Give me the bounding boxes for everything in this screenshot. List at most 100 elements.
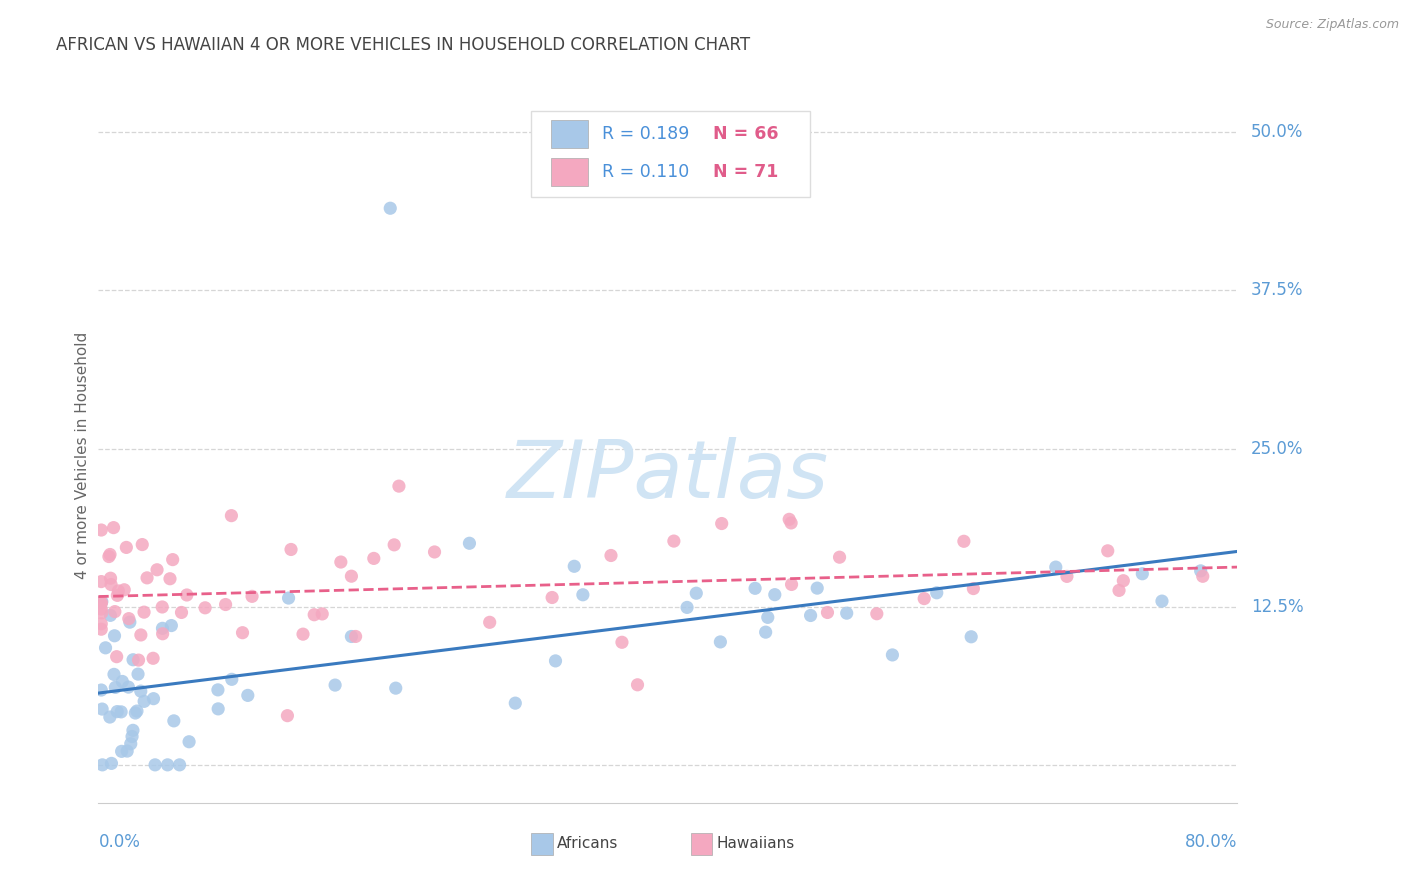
Point [103,667,125,681]
Point [380,201,402,215]
Point [340,630,363,644]
Point [90,683,112,698]
Point [1191,569,1213,583]
Point [128,653,150,667]
Point [111,674,134,689]
Point [302,607,325,622]
Point [122,723,145,738]
Y-axis label: 4 or more Vehicles in Household: 4 or more Vehicles in Household [75,331,90,579]
Point [121,730,143,744]
Point [103,629,125,643]
Point [912,591,935,606]
Point [131,538,153,552]
Text: 37.5%: 37.5% [1251,282,1303,300]
Point [127,667,149,681]
Point [1097,544,1119,558]
Point [744,582,766,596]
Point [277,591,299,605]
Point [98,710,121,724]
Point [780,577,803,591]
Point [544,654,567,668]
Point [160,618,183,632]
Point [163,714,186,728]
Point [118,612,141,626]
Point [778,512,800,526]
Point [91,757,114,772]
Point [207,682,229,697]
Point [125,704,148,718]
Point [90,606,112,620]
Point [136,571,159,585]
Point [610,635,633,649]
Point [162,552,184,566]
Point [236,689,259,703]
Point [169,757,191,772]
Point [382,538,405,552]
Point [388,479,411,493]
Point [107,583,129,598]
Point [90,602,112,616]
Point [90,523,112,537]
Point [91,702,114,716]
Point [132,605,155,619]
Point [600,549,623,563]
Text: 80.0%: 80.0% [1185,833,1237,851]
Point [962,582,984,596]
Point [120,737,142,751]
Text: R = 0.110: R = 0.110 [602,163,689,181]
Point [925,586,948,600]
Text: N = 66: N = 66 [713,125,779,143]
Point [100,756,122,771]
Point [1108,583,1130,598]
Text: Africans: Africans [557,837,619,851]
Text: ZIPatlas: ZIPatlas [506,437,830,515]
Point [100,608,122,623]
Point [828,550,851,565]
Point [94,640,117,655]
Point [90,595,112,609]
Point [104,681,127,695]
Point [763,588,786,602]
Point [221,508,243,523]
Point [960,630,983,644]
Point [129,684,152,698]
FancyBboxPatch shape [531,111,810,197]
Point [231,625,253,640]
Point [110,705,132,719]
Point [340,569,363,583]
Point [207,702,229,716]
Point [1045,560,1067,574]
Point [159,572,181,586]
Point [124,706,146,720]
Text: 12.5%: 12.5% [1251,598,1303,615]
Point [115,541,138,555]
Point [323,678,346,692]
Point [562,559,585,574]
Point [156,757,179,772]
Point [150,599,173,614]
Point [117,680,139,694]
Point [503,696,526,710]
Point [103,521,125,535]
Point [194,600,217,615]
Point [1130,566,1153,581]
Point [709,635,731,649]
Point [111,744,134,758]
Point [800,608,823,623]
Point [384,681,406,695]
Point [146,563,169,577]
Text: Hawaiians: Hawaiians [716,837,794,851]
Point [882,648,904,662]
Point [817,606,839,620]
Text: N = 71: N = 71 [713,163,779,181]
FancyBboxPatch shape [690,833,713,855]
Point [329,555,352,569]
Point [423,545,446,559]
Point [662,534,685,549]
Point [112,582,135,597]
Text: 25.0%: 25.0% [1251,440,1303,458]
Point [292,627,315,641]
Point [1150,594,1173,608]
Point [105,588,128,602]
Point [90,616,112,631]
